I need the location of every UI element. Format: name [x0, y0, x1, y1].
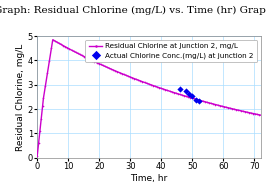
Residual Chlorine at Junction 2, mg/L — [36, 155, 39, 157]
Actual Chlorine Conc.(mg/L) at junction 2 — [184, 90, 188, 93]
Residual Chlorine at Junction 2, mg/L — [40, 118, 43, 120]
Actual Chlorine Conc.(mg/L) at junction 2 — [190, 95, 194, 98]
Residual Chlorine at Junction 2, mg/L — [51, 39, 54, 41]
Residual Chlorine at Junction 2, mg/L — [49, 51, 52, 53]
Residual Chlorine at Junction 2, mg/L — [251, 112, 255, 115]
Text: Graph: Residual Chlorine (mg/L) vs. Time (hr) Graph: Graph: Residual Chlorine (mg/L) vs. Time… — [0, 6, 266, 15]
Line: Residual Chlorine at Junction 2, mg/L: Residual Chlorine at Junction 2, mg/L — [36, 39, 261, 157]
X-axis label: Time, hr: Time, hr — [130, 174, 168, 183]
Residual Chlorine at Junction 2, mg/L — [57, 42, 60, 44]
Y-axis label: Residual Chlorine, mg/L: Residual Chlorine, mg/L — [16, 43, 25, 150]
Residual Chlorine at Junction 2, mg/L — [231, 108, 234, 110]
Actual Chlorine Conc.(mg/L) at junction 2 — [197, 100, 201, 103]
Residual Chlorine at Junction 2, mg/L — [174, 92, 177, 94]
Residual Chlorine at Junction 2, mg/L — [259, 114, 262, 116]
Actual Chlorine Conc.(mg/L) at junction 2 — [193, 98, 198, 101]
Actual Chlorine Conc.(mg/L) at junction 2 — [187, 93, 192, 96]
Legend: Residual Chlorine at Junction 2, mg/L, Actual Chlorine Conc.(mg/L) at junction 2: Residual Chlorine at Junction 2, mg/L, A… — [85, 40, 257, 63]
Actual Chlorine Conc.(mg/L) at junction 2 — [178, 88, 182, 91]
